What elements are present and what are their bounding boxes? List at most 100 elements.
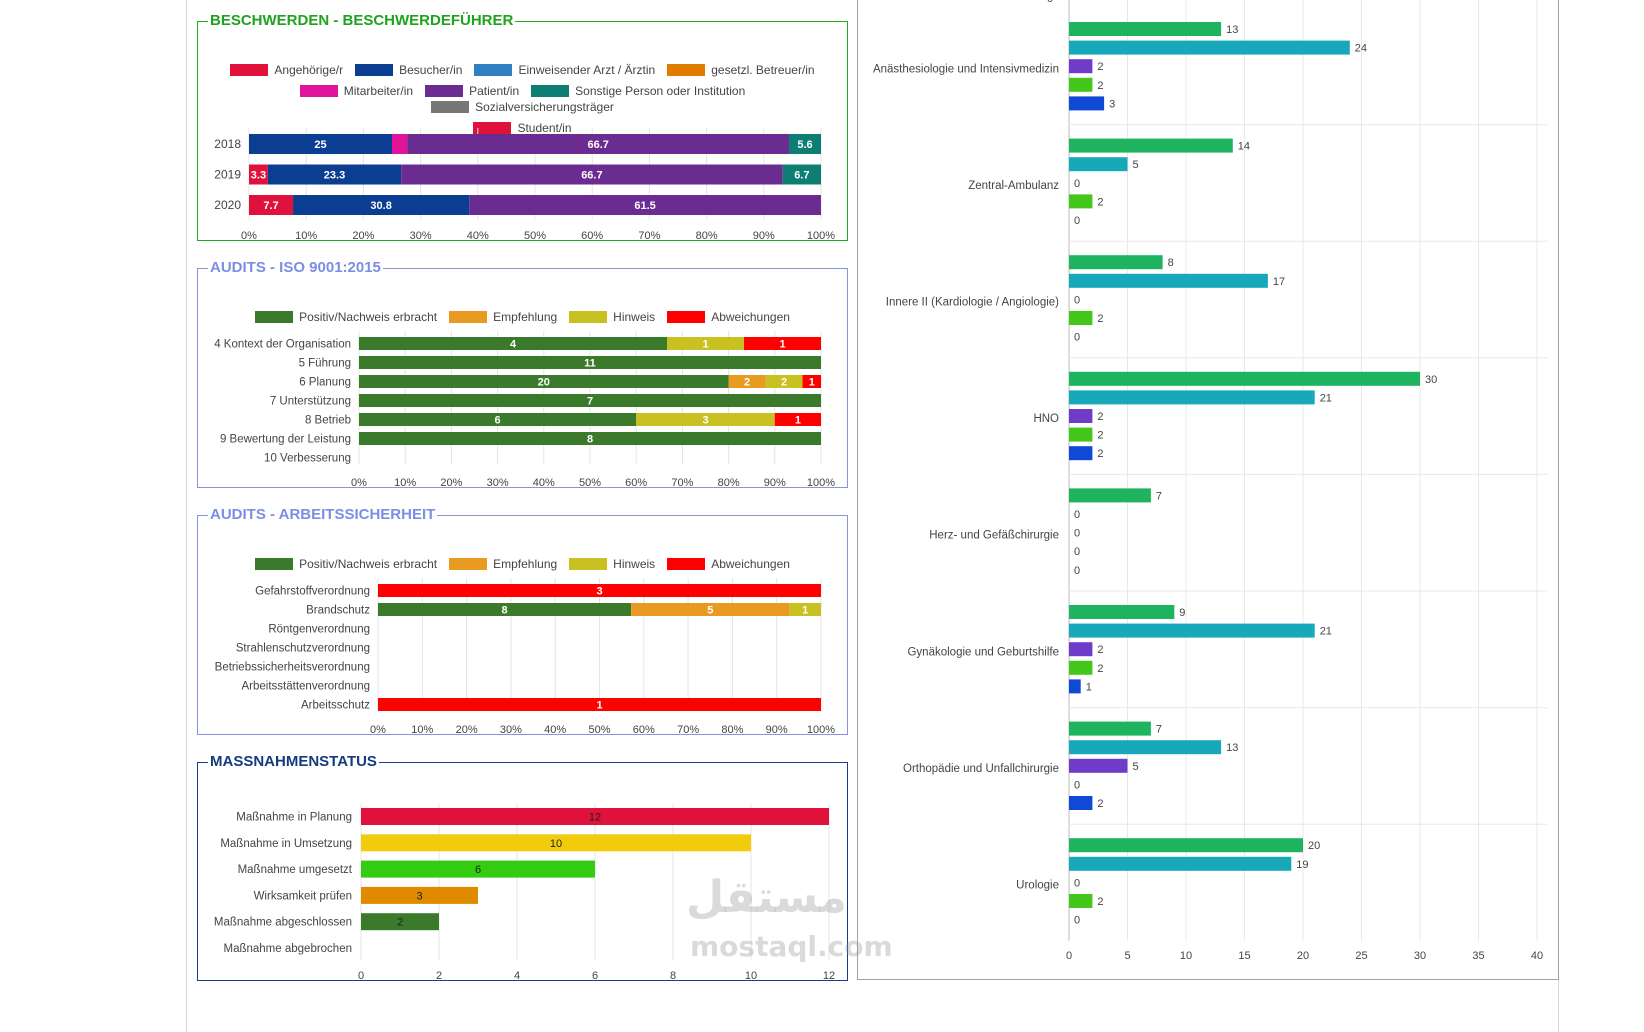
legend-label: Empfehlung [493,557,558,571]
legend-item[interactable]: Hinweis [569,309,655,325]
bar-data-label: 2 [1097,663,1103,675]
x-tick-label: 25 [1355,950,1367,962]
legend-swatch [667,64,706,76]
category-label: Zentral-Ambulanz [968,180,1059,192]
legend-item[interactable]: Patient/in [425,83,519,99]
legend-label: Hinweis [613,557,656,571]
category-label: 10 Verbesserung [264,453,351,465]
bar [1069,59,1093,74]
legend-swatch [425,85,464,97]
bar-segment-hinweis [636,413,775,426]
bar-data-label: 66.7 [581,170,602,182]
category-label: Innere II (Kardiologie / Angiologie) [886,297,1059,309]
bar-data-label: 3.3 [251,170,266,182]
bar-data-label: 7 [1156,490,1162,502]
legend-label: Besucher/in [399,63,463,77]
x-tick-label: 90% [753,230,775,242]
page-border-left [186,0,187,1032]
category-label: 2019 [214,168,241,182]
legend-item[interactable]: Einweisender Arzt / Ärztin [474,62,655,78]
x-tick-label: 10% [295,230,317,242]
complaints-chart: 0% 10% 20% 30% 40% 50% 60% 70% 80% 90% 100% 2018 25 6… [214,128,835,242]
bar-segment-positiv-nachweis-erbracht [378,603,632,616]
bar [361,913,439,931]
bar [1069,157,1128,172]
legend-item[interactable]: Empfehlung [449,309,557,325]
category-label: 9 Bewertung der Leistung [220,434,351,446]
x-tick-label: 0 [1066,950,1072,962]
legend-label: Positiv/Nachweis erbracht [299,310,438,324]
bar [1069,371,1420,386]
legend-item[interactable]: Positiv/Nachweis erbracht [255,309,437,325]
bar-segment-positiv-nachweis-erbracht [359,337,667,350]
legend-swatch [230,64,269,76]
legend-item[interactable]: Positiv/Nachweis erbracht [255,556,437,572]
bar-data-label: 66.7 [587,139,608,151]
legend-item[interactable]: Hinweis [569,556,655,572]
bar-data-label: 0 [1074,779,1080,791]
x-tick-label: 40% [467,230,489,242]
bar [1069,623,1315,638]
legend-item[interactable]: Student/in [473,120,572,136]
bar-segment-hinweis [765,375,803,388]
legend-item[interactable]: Mitarbeiter/in [299,83,413,99]
bar [1069,255,1163,270]
bar [1069,22,1222,36]
x-tick-label: 20 [1297,950,1309,962]
category-label: 2018 [214,137,241,151]
category-label: Arbeitsschutz [301,700,370,712]
safety-audit-panel: AUDITS - ARBEITSSICHERHEIT Positiv/Nachw… [197,506,848,736]
bar [1069,138,1233,153]
cut-off-label: 0 [1047,0,1053,5]
category-label: Herz- und Gefäßchirurgie [929,530,1059,542]
legend-swatch [473,122,512,134]
bar-data-label: 2 [1097,430,1103,442]
legend-item[interactable]: Angehörige/r [230,62,343,78]
departments-chart: 05101520253035400Anästhesiologie und Int… [873,0,1547,962]
legend-label: Einweisender Arzt / Ärztin [518,63,656,77]
bar-data-label: 0 [1074,915,1080,927]
legend-swatch [449,558,488,570]
x-tick-label: 70% [671,477,693,489]
legend-item[interactable]: Besucher/in [355,62,462,78]
category-label: 2020 [214,198,241,212]
bar [1069,740,1222,755]
x-tick-label: 50% [524,230,546,242]
legend-item[interactable]: gesetzl. Betreuer/in [667,62,815,78]
iso-audit-panel: AUDITS - ISO 9001:2015 Positiv/Nachweis … [197,259,848,489]
x-tick-label: 70% [677,724,699,736]
legend-swatch [431,101,470,113]
bar-segment-abweichungen [802,375,821,388]
legend-item[interactable]: Sozialversicherungsträger [431,99,614,115]
bar-segment-positiv-nachweis-erbracht [359,375,729,388]
bar-data-label: 7.7 [263,200,278,212]
legend-item[interactable]: Sonstige Person oder Institution [531,83,745,99]
legend-item[interactable]: Abweichungen [667,556,790,572]
legend-label: Student/in [517,121,572,135]
x-tick-label: 0 [358,970,364,982]
legend-item[interactable]: Empfehlung [449,556,557,572]
bar-data-label: 2 [397,917,403,929]
bar-data-label: 9 [1179,607,1185,619]
iso-audit-chart: 0% 10% 20% 30% 40% 50% 60% 70% 80% 90% 100% 4 Konte… [214,331,835,489]
bar-data-label: 1 [702,339,708,351]
bar-segment-positiv-nachweis-erbracht [359,356,821,369]
x-tick-label: 50% [579,477,601,489]
complaints-title: BESCHWERDEN - BESCHWERDEFÜHRER [210,12,514,29]
legend-item[interactable]: Abweichungen [667,309,790,325]
bar-data-label: 6 [475,864,481,876]
bar-data-label: 13 [1226,24,1238,36]
bar-segment-abweichungen [378,698,821,711]
bar-data-label: 20 [1308,840,1320,852]
watermark-latin: mostaql.com [690,930,893,963]
complaints-panel: BESCHWERDEN - BESCHWERDEFÜHRER Angehörig… [197,12,848,242]
bar-segment-patient-in [401,164,783,185]
bar [361,886,478,904]
bar-data-label: 0 [1074,546,1080,558]
bar-segment-besucher-in [293,195,470,215]
bar-data-label: 20 [538,377,550,389]
bar-data-label: 13 [1226,742,1238,754]
iso-audit-legend: Positiv/Nachweis erbracht Empfehlung Hinwe… [198,309,847,330]
bar-data-label: 5 [1133,159,1139,171]
x-tick-label: 20% [352,230,374,242]
